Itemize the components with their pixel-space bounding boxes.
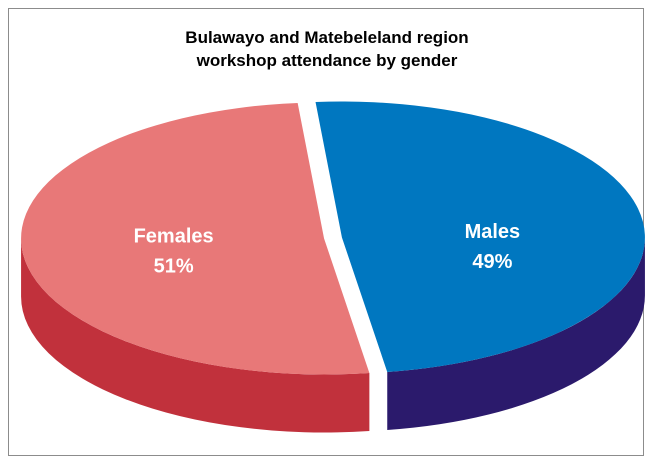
slice-side (21, 238, 370, 433)
slice-label: Females (134, 225, 214, 247)
slice (21, 102, 370, 375)
chart-title: Bulawayo and Matebeleland region worksho… (185, 28, 469, 70)
slice (315, 101, 645, 372)
value-label: 49% (472, 251, 512, 273)
slice-side (387, 237, 645, 430)
slice-label: Males (465, 221, 521, 243)
value-label: 51% (154, 255, 194, 277)
